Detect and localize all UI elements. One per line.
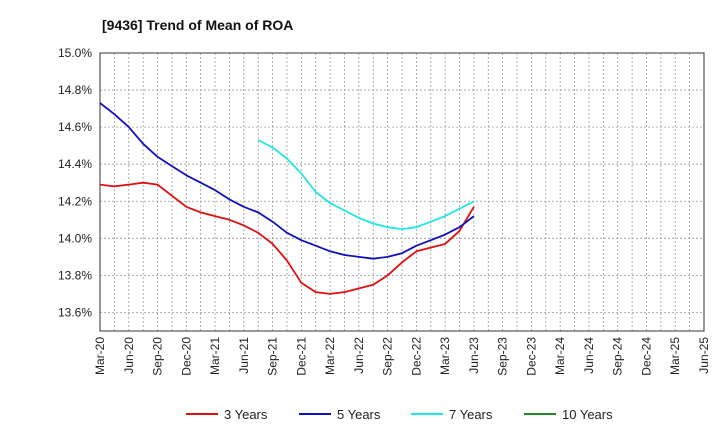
x-tick-label: Jun-20 (122, 337, 136, 374)
x-tick-label: Sep-23 (496, 337, 510, 376)
y-tick-label: 14.0% (58, 231, 92, 245)
y-tick-label: 13.8% (58, 268, 92, 282)
x-tick-label: Mar-21 (208, 337, 222, 375)
x-tick-label: Mar-25 (668, 337, 682, 375)
x-tick-label: Jun-23 (467, 337, 481, 374)
legend-label: 5 Years (337, 407, 381, 422)
y-tick-label: 14.2% (58, 194, 92, 208)
x-tick-label: Mar-24 (553, 337, 567, 375)
x-tick-label: Dec-22 (409, 337, 423, 376)
y-tick-label: 13.6% (58, 305, 92, 319)
x-tick-label: Jun-25 (697, 337, 711, 374)
x-tick-label: Mar-20 (93, 337, 107, 375)
series-line-7-years (257, 139, 475, 230)
x-tick-label: Jun-22 (352, 337, 366, 374)
legend: 3 Years 5 Years 7 Years 10 Years (186, 407, 613, 422)
series-line-5-years (99, 102, 475, 260)
plot-frame (99, 52, 705, 332)
legend-label: 3 Years (224, 407, 268, 422)
y-tick-label: 14.4% (58, 157, 92, 171)
x-tick-label: Sep-24 (611, 337, 625, 376)
x-tick-label: Sep-22 (381, 337, 395, 376)
legend-label: 7 Years (449, 407, 493, 422)
x-tick-label: Sep-21 (266, 337, 280, 376)
x-tick-label: Dec-24 (639, 337, 653, 376)
series-line-3-years (99, 181, 475, 295)
x-tick-label: Sep-20 (151, 337, 165, 376)
chart-title: [9436] Trend of Mean of ROA (102, 17, 293, 33)
x-tick-label: Dec-23 (524, 337, 538, 376)
y-tick-label: 14.6% (58, 120, 92, 134)
x-tick-label: Dec-21 (294, 337, 308, 376)
y-tick-label: 14.8% (58, 83, 92, 97)
y-axis: 13.6% 13.8% 14.0% 14.2% 14.4% 14.6% 14.8% 15.0% (58, 46, 92, 319)
x-tick-label: Jun-21 (237, 337, 251, 374)
x-tick-label: Mar-22 (323, 337, 337, 375)
x-tick-label: Dec-20 (179, 337, 193, 376)
x-tick-label: Jun-24 (582, 337, 596, 374)
y-tick-label: 15.0% (58, 46, 92, 60)
x-axis: Mar-20 Jun-20 Sep-20 Dec-20 Mar-21 Jun-21 Sep-… (93, 337, 711, 376)
legend-label: 10 Years (562, 407, 613, 422)
x-tick-label: Mar-23 (438, 337, 452, 375)
series-lines (99, 102, 475, 295)
grid (100, 52, 704, 331)
